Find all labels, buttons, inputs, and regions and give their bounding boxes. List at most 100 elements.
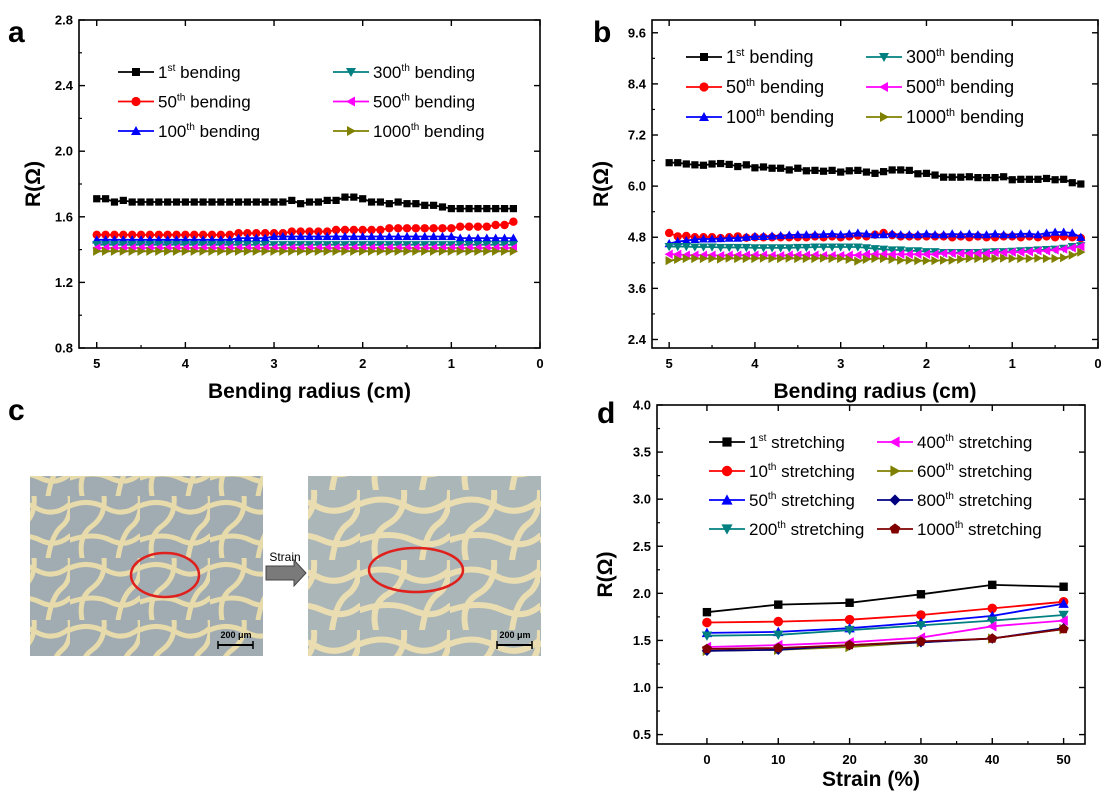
data-point — [931, 171, 939, 179]
data-point — [137, 198, 145, 206]
data-point — [845, 598, 854, 607]
strain-arrow-label: Strain — [269, 550, 300, 564]
data-point — [1034, 175, 1042, 183]
data-point — [708, 160, 716, 168]
data-point — [376, 246, 386, 256]
y-tick-label: 3.6 — [628, 281, 646, 296]
data-point — [243, 246, 253, 256]
scale-bar-left-label: 200 μm — [220, 630, 251, 640]
data-point — [810, 230, 820, 239]
data-point — [278, 241, 288, 250]
data-point — [350, 246, 359, 256]
legend-marker — [700, 53, 708, 61]
data-point — [956, 230, 966, 239]
y-tick-label: 4.0 — [633, 398, 651, 413]
data-point — [402, 241, 412, 250]
x-axis-label: Bending radius (cm) — [208, 380, 411, 403]
data-point — [853, 228, 863, 237]
data-point — [773, 616, 784, 627]
x-tick-label: 0 — [703, 752, 710, 767]
panel-label-d: d — [597, 397, 615, 430]
data-point — [930, 249, 939, 259]
data-point — [871, 253, 880, 264]
y-tick-label: 0.8 — [55, 341, 73, 356]
data-point — [878, 249, 888, 259]
data-point — [288, 246, 297, 256]
data-point — [429, 231, 439, 241]
data-point — [269, 231, 279, 241]
legend-item: 10th stretching — [709, 462, 855, 481]
data-point — [1007, 230, 1017, 239]
data-point — [682, 160, 690, 168]
legend-label: 1000th bending — [906, 107, 1024, 127]
data-point — [225, 241, 235, 250]
data-point — [1077, 247, 1086, 257]
data-point — [1076, 232, 1086, 241]
legend-marker — [890, 465, 901, 477]
y-tick-label: 2.0 — [633, 586, 651, 601]
data-point — [491, 220, 500, 230]
data-point — [154, 230, 163, 240]
data-point — [145, 241, 155, 250]
legend-item: 1st bending — [686, 47, 814, 67]
data-point — [323, 227, 332, 236]
data-point — [491, 233, 501, 242]
data-point — [482, 233, 492, 242]
legend-marker — [699, 82, 709, 92]
data-point — [930, 230, 940, 239]
data-point — [375, 241, 386, 250]
x-tick-label: 40 — [985, 752, 999, 767]
data-point — [776, 230, 786, 240]
legend: 1st stretching 10th stretching 50th stretc… — [709, 433, 1042, 539]
data-point — [384, 241, 394, 250]
data-point — [385, 200, 393, 208]
data-point — [794, 164, 802, 172]
data-point — [674, 159, 682, 167]
data-point — [412, 200, 420, 208]
legend-label: 200th stretching — [749, 520, 864, 539]
y-axis-label: R(Ω) — [594, 552, 617, 598]
data-point — [682, 231, 691, 241]
data-point — [991, 174, 999, 182]
data-point — [456, 222, 465, 231]
legend-item: 100th bending — [118, 122, 260, 141]
legend-label: 500th bending — [373, 93, 475, 112]
y-axis-label: R(Ω) — [590, 161, 613, 207]
data-point — [136, 241, 146, 250]
legend-marker — [889, 523, 901, 534]
data-point — [819, 167, 828, 175]
data-point — [190, 230, 199, 240]
data-point — [403, 200, 411, 208]
data-point — [913, 249, 922, 259]
data-point — [421, 246, 430, 256]
data-point — [359, 246, 368, 256]
y-tick-label: 1.0 — [633, 680, 651, 695]
legend-marker — [879, 82, 888, 92]
data-point — [340, 225, 350, 235]
series-line — [706, 602, 1064, 634]
data-point — [420, 241, 430, 250]
data-point — [163, 241, 173, 250]
data-point — [965, 253, 974, 264]
data-point — [251, 241, 261, 250]
series-line — [706, 583, 1064, 614]
y-tick-label: 7.2 — [628, 128, 646, 143]
data-point — [701, 631, 713, 641]
data-point — [915, 621, 927, 631]
data-point — [155, 246, 164, 256]
data-point — [879, 168, 888, 176]
series-50th-bending — [92, 217, 518, 240]
data-point — [341, 246, 350, 256]
data-point — [181, 230, 190, 240]
data-point — [674, 254, 683, 264]
data-point — [437, 241, 448, 250]
plot-frame — [656, 404, 1086, 745]
data-point — [509, 246, 519, 256]
x-tick-label: 0 — [536, 356, 543, 371]
data-point — [921, 249, 931, 259]
legend-marker — [889, 436, 900, 448]
x-tick-label: 5 — [93, 356, 100, 371]
data-point — [837, 168, 845, 176]
highlight-ellipse-after — [367, 546, 465, 594]
data-point — [1058, 610, 1069, 621]
